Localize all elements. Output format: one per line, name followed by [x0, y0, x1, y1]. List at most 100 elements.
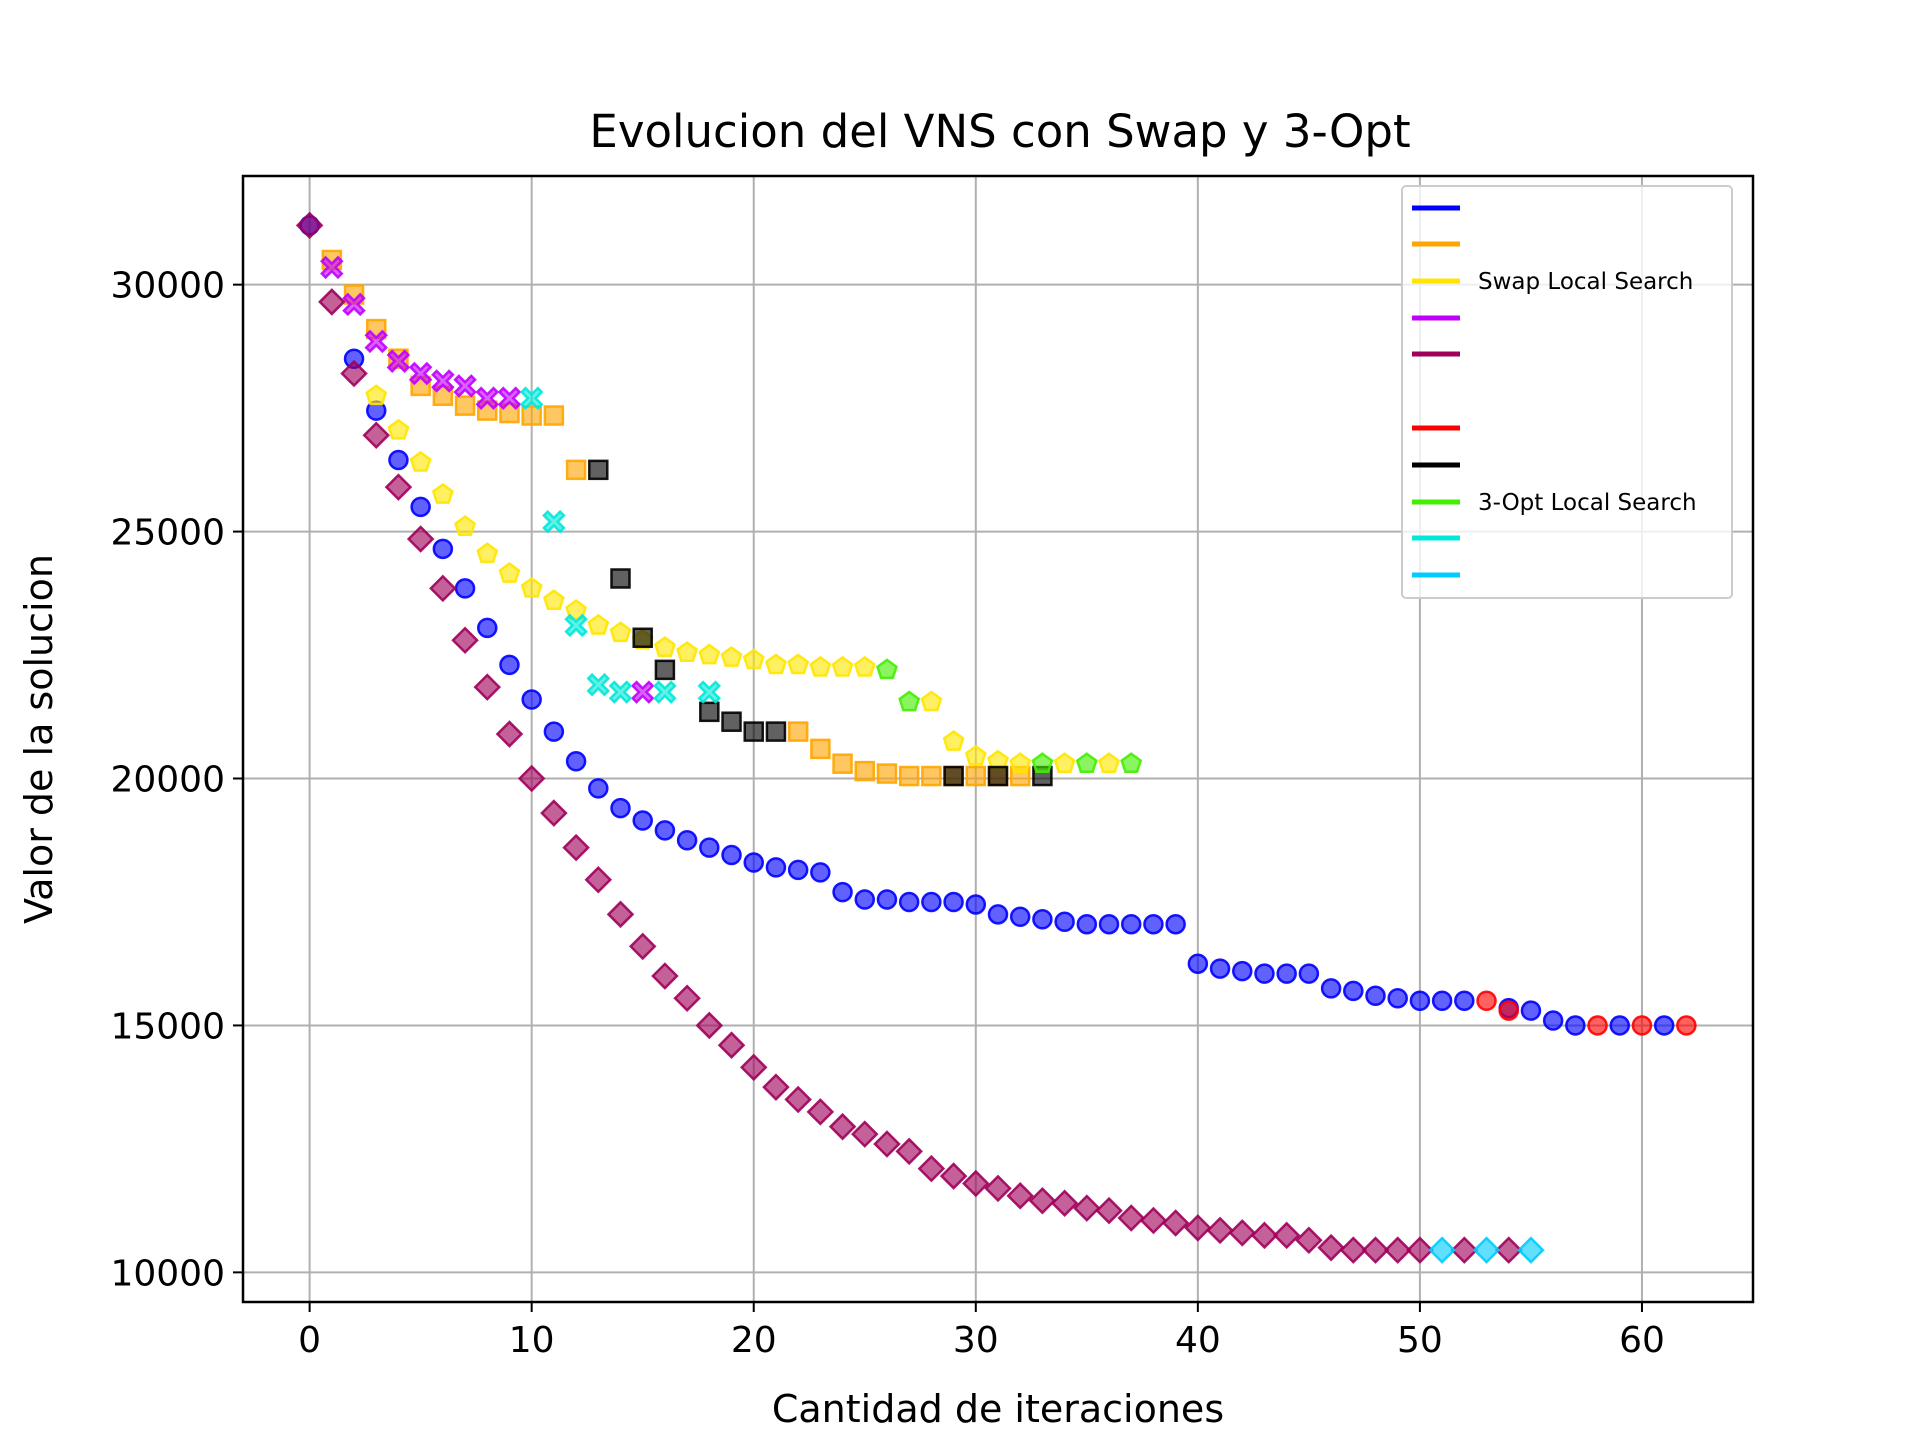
series-0-point — [654, 820, 676, 841]
series-4-point — [473, 673, 502, 701]
series-0-point — [1009, 906, 1031, 928]
series-2-point — [698, 643, 721, 665]
series-4-point — [1139, 1206, 1168, 1235]
series-0-point — [1054, 911, 1075, 932]
series-4-point — [762, 1073, 790, 1101]
series-4-point — [606, 900, 635, 929]
series-8-point — [542, 509, 566, 534]
series-4-point — [628, 932, 657, 961]
series-8-point — [519, 386, 544, 410]
series-0-point — [454, 578, 476, 599]
series-3-point — [431, 369, 455, 393]
series-4-point — [495, 720, 524, 748]
series-6-point — [765, 721, 787, 742]
series-3-point — [364, 329, 388, 354]
series-0-point — [432, 538, 454, 560]
series-2-point — [387, 418, 410, 440]
series-2-point — [1009, 752, 1032, 774]
series-0-point — [987, 904, 1009, 925]
series-4-point — [984, 1174, 1012, 1203]
series-8-point — [564, 613, 588, 638]
series-2-point — [587, 613, 610, 635]
series-1-point — [810, 738, 831, 760]
series-4-point — [850, 1120, 879, 1148]
series-1-point — [787, 721, 809, 742]
series-4-point — [1184, 1214, 1212, 1242]
series-0-point — [388, 449, 409, 471]
series-0-point — [1565, 1015, 1586, 1036]
series-0-point — [832, 881, 853, 903]
x-tick-label: 30 — [953, 1320, 999, 1361]
series-2-point — [831, 655, 854, 677]
series-0-point — [1143, 913, 1164, 935]
series-2-point — [764, 653, 787, 675]
series-4-point — [562, 833, 590, 862]
legend-label: Swap Local Search — [1478, 269, 1693, 295]
series-0-point — [921, 891, 942, 913]
series-0-point — [1165, 913, 1186, 935]
series-1-point — [454, 395, 476, 416]
series-0-point — [1120, 913, 1142, 935]
series-2-point — [498, 562, 521, 583]
series-4-point — [895, 1137, 923, 1166]
series-4-point — [917, 1154, 946, 1183]
legend-box — [1401, 185, 1733, 599]
series-7-point — [876, 658, 898, 680]
series-4-point — [717, 1031, 746, 1059]
series-4-point — [1161, 1209, 1190, 1237]
series-4-point — [828, 1112, 857, 1141]
series-4-point — [1272, 1221, 1301, 1250]
series-0-point — [1343, 980, 1364, 1002]
plot-frame — [241, 174, 1755, 1304]
series-1-point — [565, 459, 587, 481]
series-8-point — [653, 680, 677, 704]
series-4-point — [362, 421, 391, 450]
series-0-point — [965, 894, 987, 915]
series-4-point — [1383, 1236, 1412, 1264]
series-0-point — [1298, 963, 1320, 984]
series-4-point — [1006, 1182, 1034, 1210]
series-0-point — [676, 829, 698, 851]
series-4-point — [806, 1098, 835, 1126]
series-1-point — [965, 765, 987, 787]
series-2-point — [676, 641, 699, 662]
series-0-point — [1076, 913, 1098, 935]
series-4-point — [1050, 1189, 1079, 1217]
series-1-point — [432, 385, 454, 407]
series-4-point — [1073, 1194, 1101, 1222]
series-4-point — [739, 1053, 768, 1082]
series-6-point — [654, 659, 676, 681]
series-3-point — [386, 349, 411, 373]
series-6-point — [743, 721, 764, 742]
series-4-point — [1317, 1233, 1345, 1262]
series-8-point — [608, 680, 633, 704]
x-tick-label: 10 — [509, 1320, 555, 1361]
y-tick-label: 25000 — [110, 513, 225, 554]
y-tick-label: 20000 — [110, 760, 225, 801]
series-2-point — [1053, 752, 1076, 774]
series-2-point — [1098, 752, 1120, 774]
series-3-point — [320, 255, 344, 280]
series-3-point — [475, 386, 500, 410]
series-2-point — [365, 384, 388, 406]
series-0-point — [876, 889, 898, 910]
series-1-point — [876, 763, 898, 784]
series-5-point — [1498, 1000, 1519, 1021]
series-0-point — [1365, 985, 1386, 1007]
series-7-point — [1031, 752, 1054, 774]
series-0-point — [1520, 1000, 1542, 1021]
series-7-point — [1120, 752, 1143, 774]
series-4-point — [651, 962, 679, 990]
series-1-point — [921, 765, 942, 787]
series-0-point — [1387, 988, 1408, 1009]
series-0-point — [1276, 963, 1297, 984]
series-0-point — [1320, 978, 1342, 999]
series-2-point — [609, 621, 632, 643]
series-4-point — [1295, 1226, 1323, 1255]
series-4-point — [1117, 1204, 1146, 1232]
series-0-point — [787, 859, 809, 881]
x-tick-label: 0 — [298, 1320, 321, 1361]
series-0-point — [1032, 909, 1053, 930]
series-8-point — [586, 672, 611, 697]
